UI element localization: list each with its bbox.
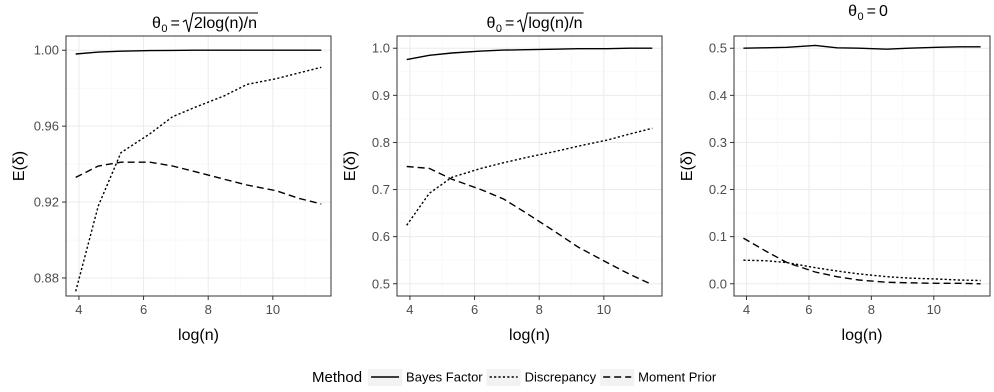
- series-line-bayes-factor: [743, 44, 981, 50]
- x-tick-label: 10: [597, 302, 611, 317]
- x-axis-title: log(n): [842, 327, 883, 344]
- y-axis-title: E(δ): [11, 151, 28, 181]
- panel-title: θ 0 = log(n)/n: [486, 12, 584, 35]
- legend-label: Moment Prior: [638, 370, 717, 385]
- series-line-discrepancy: [406, 127, 653, 226]
- y-tick-label: 0.2: [709, 182, 727, 197]
- legend-entry-discrepancy: Discrepancy: [486, 369, 597, 386]
- panel-border: [396, 35, 663, 297]
- y-tick-label: 0.0: [709, 276, 727, 291]
- title-equals: =: [171, 15, 180, 32]
- x-tick-label: 8: [205, 302, 212, 317]
- series-line-moment-prior: [75, 161, 322, 205]
- title-equals: =: [867, 3, 876, 20]
- title-subscript: 0: [161, 23, 167, 35]
- y-tick-label: 0.6: [372, 229, 390, 244]
- legend-title: Method: [312, 369, 362, 386]
- title-subscript: 0: [496, 23, 502, 35]
- panel-border: [65, 35, 332, 297]
- panel-title: θ 0 = 0: [848, 3, 888, 23]
- chart-panel-2: 4 6 8 10 0.5 0.6 0.7 0.8 0.9 1.0 log(n) E(δ) θ 0 = log(…: [342, 12, 663, 344]
- y-tick-label: 0.7: [372, 182, 390, 197]
- y-tick-label: 0.96: [34, 119, 59, 134]
- x-tick-label: 6: [471, 302, 478, 317]
- y-tick-label: 0.9: [372, 88, 390, 103]
- series-line-bayes-factor: [75, 49, 322, 55]
- y-tick-label: 0.88: [34, 270, 59, 285]
- series-line-moment-prior: [743, 237, 981, 285]
- x-tick-label: 6: [140, 302, 147, 317]
- x-tick-label: 8: [536, 302, 543, 317]
- title-radicand: 2log(n)/n: [194, 15, 257, 32]
- sqrt-sign: [182, 12, 259, 33]
- series-line-discrepancy: [743, 259, 981, 282]
- panel-border: [733, 35, 991, 297]
- y-axis-title: E(δ): [679, 151, 696, 181]
- legend-label: Discrepancy: [525, 370, 597, 385]
- legend-entry-moment-prior: Moment Prior: [600, 369, 717, 386]
- y-tick-label: 0.5: [709, 41, 727, 56]
- x-axis-title: log(n): [178, 327, 219, 344]
- series-line-discrepancy: [75, 66, 322, 292]
- x-tick-label: 4: [75, 302, 82, 317]
- y-tick-label: 1.0: [372, 41, 390, 56]
- title-radicand: log(n)/n: [528, 15, 582, 32]
- y-tick-label: 0.3: [709, 135, 727, 150]
- title-symbol: θ: [848, 3, 857, 20]
- x-tick-label: 4: [406, 302, 413, 317]
- legend-entry-bayes-factor: Bayes Factor: [368, 369, 483, 386]
- x-axis-title: log(n): [509, 327, 550, 344]
- y-tick-label: 0.8: [372, 135, 390, 150]
- x-tick-label: 6: [805, 302, 812, 317]
- title-value: 0: [879, 3, 888, 20]
- title-symbol: θ: [486, 15, 495, 32]
- x-tick-label: 10: [266, 302, 280, 317]
- y-tick-label: 0.1: [709, 229, 727, 244]
- series-line-moment-prior: [406, 165, 653, 286]
- x-tick-label: 4: [743, 302, 750, 317]
- series-line-bayes-factor: [406, 47, 653, 61]
- legend: Method Bayes Factor Discrepancy Moment Prio…: [312, 369, 717, 386]
- y-tick-label: 0.5: [372, 276, 390, 291]
- x-tick-label: 10: [927, 302, 941, 317]
- x-tick-label: 8: [868, 302, 875, 317]
- chart-panel-1: 4 6 8 10 0.88 0.92 0.96 1.00 log(n) E(δ) θ 0 = 2log(n…: [11, 12, 332, 344]
- sqrt-sign: [517, 12, 584, 33]
- y-tick-label: 1.00: [34, 43, 59, 58]
- y-tick-label: 0.4: [709, 88, 727, 103]
- y-axis-title: E(δ): [342, 151, 359, 181]
- title-subscript: 0: [858, 11, 864, 23]
- title-symbol: θ: [152, 15, 161, 32]
- title-equals: =: [505, 15, 514, 32]
- y-tick-label: 0.92: [34, 195, 59, 210]
- panel-title: θ 0 = 2log(n)/n: [152, 12, 259, 35]
- legend-label: Bayes Factor: [406, 370, 483, 385]
